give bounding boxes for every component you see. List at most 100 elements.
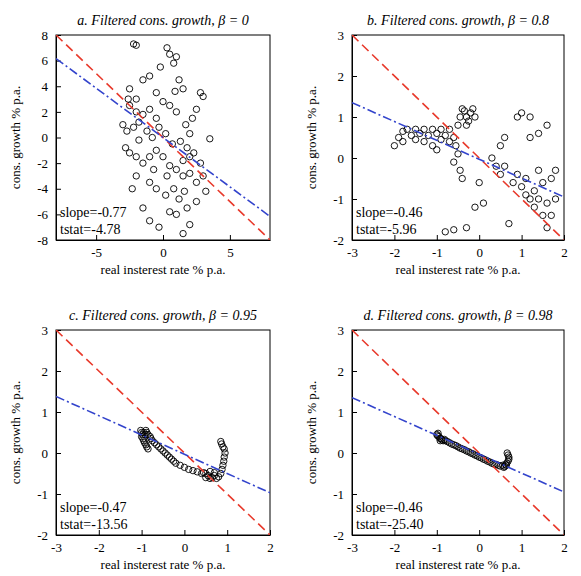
tick: 1 [519, 235, 526, 260]
point [531, 188, 537, 194]
tick-mark [163, 235, 164, 240]
plot-frame [352, 330, 564, 535]
x-axis-label: real insterest rate % p.a. [396, 557, 521, 572]
tick-label: -2 [333, 528, 344, 543]
point [173, 54, 179, 60]
tick: -6 [37, 207, 61, 222]
tick-mark [437, 530, 438, 535]
tick-label: 1 [338, 405, 345, 420]
point [207, 136, 213, 142]
tick: -5 [91, 235, 102, 260]
tick-label: 3 [338, 28, 345, 43]
point [180, 230, 186, 236]
point [434, 130, 440, 136]
point [130, 124, 136, 130]
point [540, 212, 546, 218]
tick: 1 [42, 405, 62, 420]
tick-label: 8 [42, 28, 49, 43]
tick-label: -3 [51, 540, 62, 555]
point [146, 106, 152, 112]
point [187, 130, 193, 136]
point [211, 469, 217, 475]
annotation: slope=-0.46 [356, 500, 423, 515]
point [124, 128, 130, 134]
tick-mark [522, 235, 523, 240]
tick-label: 1 [519, 245, 526, 260]
fit-line [56, 59, 270, 217]
tick: -2 [389, 235, 400, 260]
point [166, 162, 172, 168]
point [191, 150, 197, 156]
axis-line [56, 331, 57, 536]
annotation: slope=-0.77 [60, 205, 127, 220]
tick: 2 [42, 364, 62, 379]
point [146, 154, 152, 160]
point [518, 184, 524, 190]
tick-mark [564, 530, 565, 535]
point [472, 114, 478, 120]
annotation: tstat=-25.40 [356, 517, 423, 532]
tick-label: 1 [338, 110, 345, 125]
point [171, 60, 177, 66]
tick-label: -3 [347, 245, 358, 260]
tick-mark [230, 235, 231, 240]
tick: 1 [338, 110, 358, 125]
plot-area [352, 35, 564, 240]
axis-line [353, 240, 565, 241]
tick: 2 [338, 364, 358, 379]
point [523, 192, 529, 198]
point [514, 114, 520, 120]
point [218, 438, 224, 444]
point [442, 229, 448, 235]
point [540, 179, 546, 185]
tick-mark [437, 235, 438, 240]
tick: -2 [389, 530, 400, 555]
tick-mark [56, 371, 61, 372]
tick-label: 1 [42, 405, 49, 420]
tick: -4 [37, 181, 61, 196]
panel: -3-2-1012-2-10123slope=-0.46tstat=-25.40… [304, 308, 568, 572]
point [535, 130, 541, 136]
tick-label: 5 [227, 245, 234, 260]
plot-area [56, 35, 270, 240]
tick-label: -5 [91, 245, 102, 260]
point [527, 196, 533, 202]
point [176, 77, 182, 83]
tick-label: -2 [37, 528, 48, 543]
point [156, 124, 162, 130]
tick-mark [352, 117, 357, 118]
tick: 5 [227, 235, 234, 260]
tick-label: -2 [389, 245, 400, 260]
point [160, 98, 166, 104]
annotation: tstat=-5.96 [356, 222, 416, 237]
x-axis: -3-2-1012 [51, 530, 274, 555]
point [140, 160, 146, 166]
annotation: tstat=-13.56 [60, 517, 127, 532]
point [501, 163, 507, 169]
point [480, 200, 486, 206]
tick-mark [352, 76, 357, 77]
point [133, 173, 139, 179]
point [421, 126, 427, 132]
fit-line [352, 103, 564, 197]
point [180, 157, 186, 163]
point [421, 138, 427, 144]
tick-mark [564, 235, 565, 240]
axis-line [353, 535, 565, 536]
point [472, 204, 478, 210]
tick-label: 3 [42, 323, 49, 338]
tick-label: -1 [333, 487, 344, 502]
plot-frame [56, 35, 270, 240]
panel: -3-2-1012-2-10123slope=-0.46tstat=-5.96b… [304, 13, 568, 277]
axis-line [57, 535, 271, 536]
tick: -1 [333, 487, 357, 502]
axis-line [352, 36, 353, 241]
annotation: slope=-0.47 [60, 500, 127, 515]
point [531, 204, 537, 210]
point [133, 96, 139, 102]
point [166, 209, 172, 215]
tick-mark [56, 189, 61, 190]
point [172, 88, 178, 94]
x-axis: -3-2-1012 [347, 530, 568, 555]
point [133, 42, 139, 48]
